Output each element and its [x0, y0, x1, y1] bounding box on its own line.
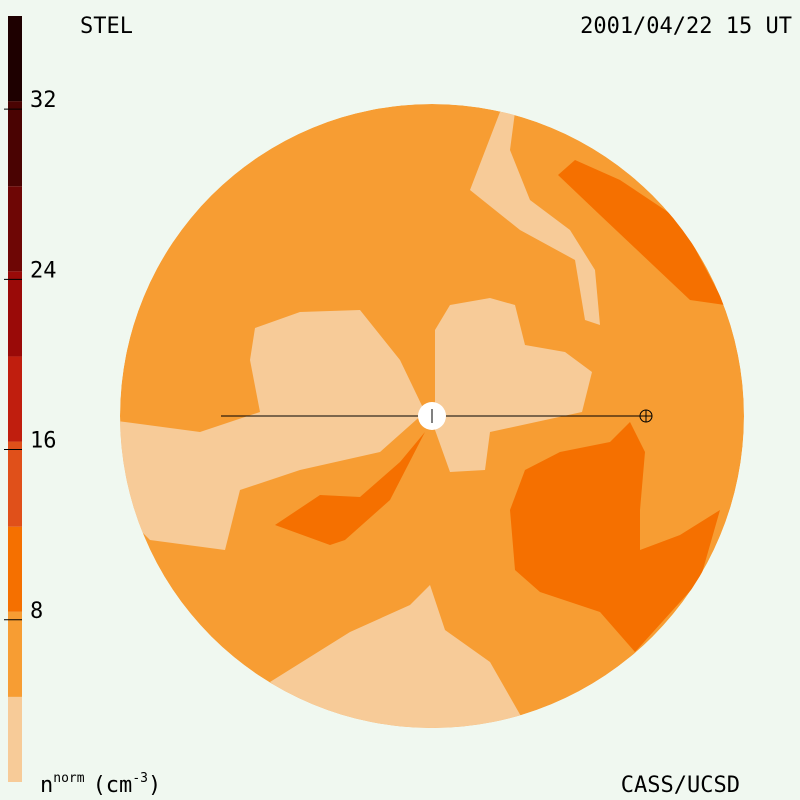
y-tick-label: 24 [30, 258, 57, 283]
colorbar-segment [8, 441, 22, 527]
colorbar-label: nnorm (cm-3) [40, 771, 161, 798]
low-region [470, 112, 600, 325]
label-sup: norm [53, 771, 84, 786]
colorbar-segment [8, 526, 22, 612]
low-region [120, 310, 425, 550]
colorbar: 8 16 24 32 [4, 16, 57, 782]
colorbar-segment [8, 611, 22, 697]
colorbar-segment [8, 356, 22, 442]
colorbar-segment [8, 271, 22, 357]
high-region [558, 160, 725, 305]
high-region [275, 432, 425, 545]
label-unit: (cm [93, 773, 133, 798]
colorbar-segment [8, 696, 22, 782]
high-region [510, 422, 720, 652]
label-base: n [40, 773, 53, 798]
y-tick-label: 32 [30, 88, 57, 113]
label-close: ) [148, 773, 161, 798]
chart-title: STEL [80, 14, 133, 39]
y-tick-label: 16 [30, 429, 57, 454]
colorbar-segment [8, 16, 22, 102]
date-label: 2001/04/22 15 UT [580, 14, 792, 39]
low-region [270, 585, 522, 728]
colorbar-segment [8, 101, 22, 187]
colorbar-segment [8, 186, 22, 272]
low-region [435, 298, 592, 472]
credit-label: CASS/UCSD [621, 773, 740, 798]
y-tick-label: 8 [30, 599, 43, 624]
label-unit-sup: -3 [132, 771, 148, 786]
